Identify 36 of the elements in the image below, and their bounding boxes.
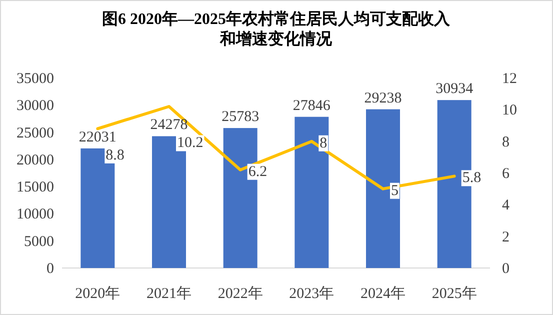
bar xyxy=(366,109,400,268)
y-tick-label: 5000 xyxy=(24,234,54,250)
bar xyxy=(294,116,329,268)
y-tick-label: 25000 xyxy=(16,125,54,142)
y2-tick-label: 6 xyxy=(502,166,510,182)
x-tick-label: 2021年 xyxy=(146,285,192,302)
y-tick-label: 30000 xyxy=(16,98,54,114)
y2-tick-label: 0 xyxy=(502,261,510,277)
y-tick-label: 0 xyxy=(46,261,54,277)
y2-tick-label: 10 xyxy=(502,102,517,119)
data-label: 25783 xyxy=(222,109,260,126)
y2-tick-label: 8 xyxy=(502,134,510,150)
data-label: 10.2 xyxy=(177,135,204,152)
data-label: 5.8 xyxy=(462,170,482,186)
x-tick-label: 2020年 xyxy=(75,285,120,302)
data-label: 24278 xyxy=(150,117,188,134)
y2-tick-label: 12 xyxy=(502,71,517,87)
data-label: 29238 xyxy=(364,90,402,106)
x-tick-label: 2025年 xyxy=(432,285,477,302)
chart-title: 图6 2020年—2025年农村常住居民人均可支配收入和增速变化情况 xyxy=(102,10,451,48)
data-label: 8.8 xyxy=(106,147,124,164)
data-label: 6.2 xyxy=(248,164,268,180)
data-label: 8 xyxy=(320,135,328,152)
data-label: 5 xyxy=(391,182,398,199)
y2-tick-label: 2 xyxy=(502,229,510,246)
data-label: 22031 xyxy=(78,129,116,146)
data-label: 27846 xyxy=(292,98,331,114)
y-tick-label: 20000 xyxy=(16,152,54,168)
x-tick-label: 2023年 xyxy=(289,285,334,302)
data-label: 30934 xyxy=(436,81,474,98)
y-tick-label: 15000 xyxy=(16,180,54,196)
x-tick-label: 2024年 xyxy=(360,285,406,302)
y-tick-label: 10000 xyxy=(16,206,54,223)
y2-tick-label: 4 xyxy=(502,198,510,214)
x-tick-label: 2022年 xyxy=(218,285,263,302)
y-tick-label: 35000 xyxy=(16,71,54,87)
